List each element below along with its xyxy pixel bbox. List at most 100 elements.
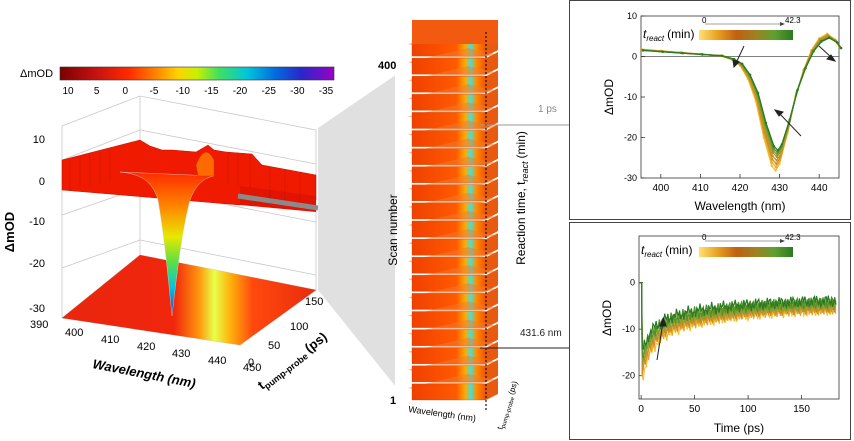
spectrum-point xyxy=(748,73,752,77)
y-tick-label: 100 xyxy=(290,321,308,333)
x-tick-label: 420 xyxy=(732,183,749,194)
colorbar-label: ΔmOD xyxy=(20,68,53,80)
colorbar xyxy=(59,66,335,81)
spectrum-point xyxy=(779,153,782,156)
spectrum-point xyxy=(788,118,791,121)
colorbar-tick-label: 5 xyxy=(94,86,100,97)
svg-text:treact(min): treact (min) xyxy=(643,27,694,43)
y-tick-label: 150 xyxy=(305,296,323,308)
x-tick-label: 410 xyxy=(692,183,709,194)
slice-side xyxy=(486,196,498,219)
slice-side xyxy=(486,124,498,147)
slice-side xyxy=(486,341,498,364)
spectrum-point xyxy=(741,62,744,65)
spectrum-line xyxy=(642,36,842,154)
spectrum-line xyxy=(642,35,841,159)
svg-text:treact(min): treact (min) xyxy=(641,243,692,259)
slice-side xyxy=(486,305,498,328)
slice-side xyxy=(486,142,498,165)
colorbar-tick-label: -15 xyxy=(204,86,219,97)
z-tick-label: -20 xyxy=(29,258,45,270)
spectrum-point xyxy=(775,155,779,159)
kinetic-trace xyxy=(639,281,837,351)
callout-bottom-label: 431.6 nm xyxy=(520,328,562,339)
callout-top-label: 1 ps xyxy=(538,104,557,115)
spectrum-point xyxy=(756,91,760,95)
stacked-slices: 400 1 Scan number Reaction time, treact(… xyxy=(378,20,530,431)
spectra-y-label: ΔmOD xyxy=(602,79,616,115)
spectrum-point xyxy=(796,88,799,91)
slice-side xyxy=(486,215,498,238)
spectrum-point xyxy=(642,49,645,52)
slice-side xyxy=(486,377,498,400)
slice-side xyxy=(486,160,498,183)
spectrum-point xyxy=(772,149,775,152)
spectrum-line xyxy=(642,36,842,156)
spectrum-line xyxy=(641,34,841,166)
stack-top-slab xyxy=(412,20,498,44)
slice-side xyxy=(486,178,498,201)
scan-tick-bottom: 1 xyxy=(390,395,396,407)
stack-slice xyxy=(411,383,487,401)
x-tick-label: 150 xyxy=(793,404,810,415)
spectrum-point xyxy=(840,47,843,50)
z-tick-label: 10 xyxy=(33,134,45,146)
zoom-connector xyxy=(318,75,395,386)
x-tick-label: 430 xyxy=(172,348,190,360)
kinetics-legend: treact (min) 0 42.3 xyxy=(641,233,801,259)
x-tick-label: 50 xyxy=(689,404,701,415)
x-tick-label: 430 xyxy=(771,183,788,194)
spectrum-point xyxy=(836,41,839,44)
kinetics-x-label: Time (ps) xyxy=(714,421,764,435)
kinetics-legend-gradient xyxy=(699,247,793,257)
spectra-x-label: Wavelength (nm) xyxy=(695,199,786,213)
y-tick-label: -10 xyxy=(622,324,635,334)
reaction-time-label: Reaction time, treact(min) xyxy=(514,131,530,265)
spectrum-point xyxy=(681,52,684,55)
slice-side xyxy=(486,52,498,75)
slice-side xyxy=(486,251,498,274)
x-tick-label: 0 xyxy=(638,404,644,415)
z-tick-label: -30 xyxy=(29,303,45,315)
colorbar-tick-label: -25 xyxy=(261,86,276,97)
slice-side xyxy=(486,233,498,256)
z-tick-label: 0 xyxy=(39,176,45,188)
kinetics-arrow xyxy=(656,316,667,361)
colorbar-tick-label: -10 xyxy=(175,86,190,97)
spectrum-point xyxy=(774,166,778,169)
slice-side xyxy=(486,323,498,346)
spectra-arrows xyxy=(732,45,837,137)
spectrum-point xyxy=(775,159,778,162)
spectrum-point xyxy=(772,147,775,150)
colorbar-tick-label: 0 xyxy=(123,86,129,97)
x-axis-label: Wavelength (nm) xyxy=(91,356,196,391)
colorbar-tick-label: -20 xyxy=(233,86,248,97)
x-tick-label: 440 xyxy=(208,355,226,367)
colorbar-tick-label: -5 xyxy=(150,86,159,97)
svg-text:Reaction time, treact(min): Reaction time, treact(min) xyxy=(514,131,530,265)
colorbar-tick-label: 10 xyxy=(62,86,74,97)
floor-projection xyxy=(62,255,316,345)
spectrum-point xyxy=(804,66,807,70)
y-tick-label: 0 xyxy=(248,357,254,369)
callout-lines xyxy=(480,124,570,349)
x-tick-label: 440 xyxy=(811,183,828,194)
spectrum-point xyxy=(828,36,831,40)
spectrum-point xyxy=(771,158,774,161)
stack-wavelength-label: Wavelength (nm) xyxy=(408,404,477,423)
spectrum-point xyxy=(775,162,778,166)
surface-plot: ΔmOD 10 5 0 -5 -10 -15 -20 -25 -30 -35 10 xyxy=(2,66,395,394)
svg-text:tpump-probe(ps): tpump-probe(ps) xyxy=(255,329,331,394)
spectrum-line xyxy=(643,37,842,152)
z-axis-label: ΔmOD xyxy=(2,212,17,252)
spectrum-point xyxy=(776,153,779,156)
spectrum-point xyxy=(820,40,823,43)
kinetics-legend-min: 0 xyxy=(702,233,707,242)
y-tick-label: -20 xyxy=(624,133,637,143)
kinetics-y-label: ΔmOD xyxy=(600,300,614,336)
y-tick-label: 10 xyxy=(627,11,637,21)
colorbar-tick-label: -30 xyxy=(290,86,305,97)
spectra-legend-gradient xyxy=(699,30,793,40)
y-tick-label: -20 xyxy=(622,371,635,381)
spectrum-point xyxy=(764,121,768,125)
